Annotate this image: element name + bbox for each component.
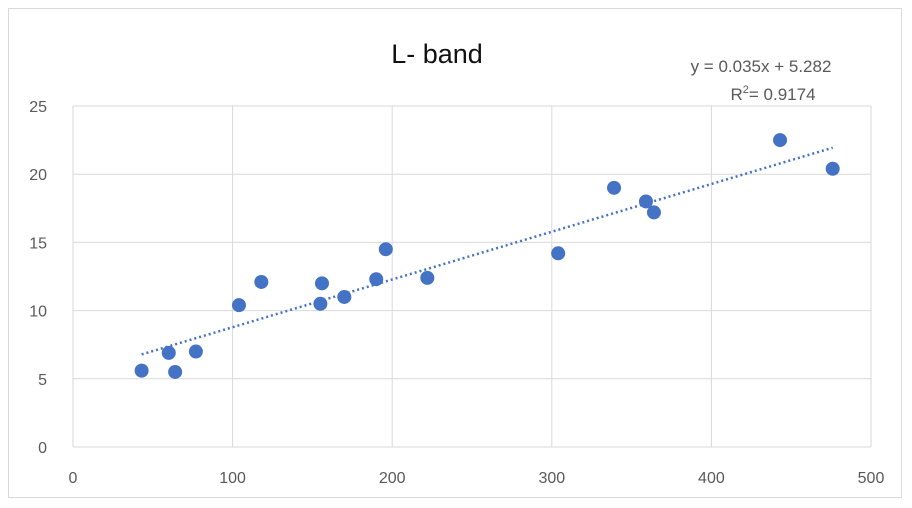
data-point	[168, 364, 183, 379]
data-point	[254, 274, 269, 289]
gridlines	[72, 105, 872, 448]
data-point	[188, 344, 203, 359]
data-point	[551, 246, 566, 261]
data-points	[134, 133, 840, 379]
chart-title: L- band	[391, 39, 483, 69]
x-tick-label: 500	[858, 470, 885, 487]
x-tick-label: 300	[538, 470, 565, 487]
x-tick-label: 200	[379, 470, 406, 487]
data-point	[646, 205, 661, 220]
r-squared-superscript: 2	[743, 84, 749, 96]
data-point	[378, 242, 393, 257]
x-tick-label: 400	[698, 470, 725, 487]
r-squared-value: = 0.9174	[749, 85, 816, 104]
y-tick-label: 10	[29, 304, 47, 321]
data-point	[313, 296, 328, 311]
x-tick-label: 0	[69, 470, 78, 487]
data-point	[314, 276, 329, 291]
y-tick-label: 5	[38, 372, 47, 389]
data-point	[134, 363, 149, 378]
x-axis-ticks: 0 100 200 300 400 500	[69, 470, 885, 487]
data-point	[773, 133, 788, 148]
data-point	[825, 161, 840, 176]
y-tick-label: 20	[29, 167, 47, 184]
y-tick-label: 15	[29, 235, 47, 252]
x-tick-label: 100	[219, 470, 246, 487]
data-point	[420, 270, 435, 285]
data-point	[638, 194, 653, 209]
trendline-group	[141, 146, 834, 356]
y-tick-label: 0	[38, 440, 47, 457]
chart-frame	[8, 8, 902, 498]
trendline	[141, 146, 834, 356]
data-point	[337, 289, 352, 304]
data-point	[161, 345, 176, 360]
r-squared-label: R2= 0.9174	[730, 84, 815, 104]
trendline-equation: y = 0.035x + 5.282	[691, 57, 832, 76]
data-point	[369, 272, 384, 287]
data-point	[231, 298, 246, 313]
r-squared-prefix: R	[730, 85, 742, 104]
y-tick-label: 25	[29, 99, 47, 116]
y-axis-ticks: 0 5 10 15 20 25	[29, 99, 47, 457]
data-point	[607, 180, 622, 195]
